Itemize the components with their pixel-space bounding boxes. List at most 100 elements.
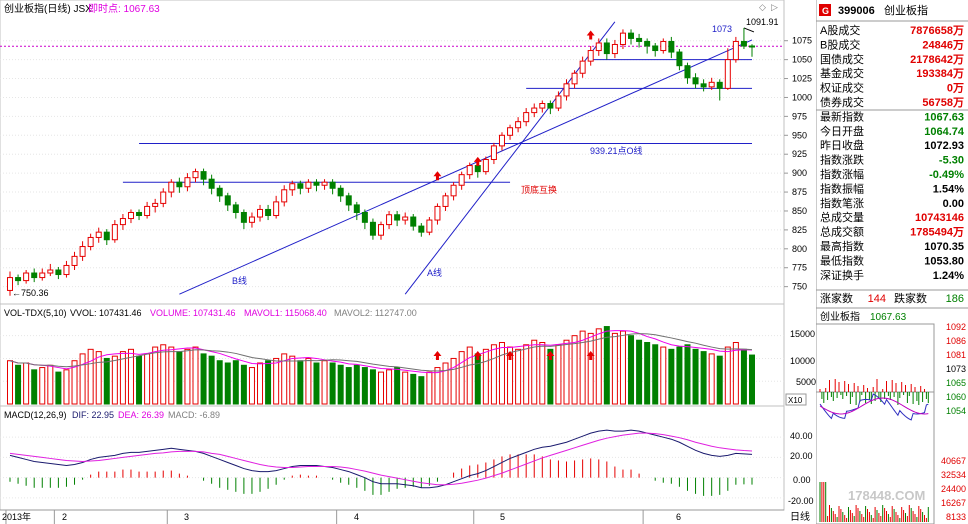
trend-lines	[122, 21, 755, 295]
mini-price: 1067.63	[870, 312, 907, 323]
volume-bar	[708, 353, 715, 405]
candle-body	[587, 50, 594, 62]
volume-bar	[450, 357, 457, 405]
volume-bar	[628, 335, 635, 405]
candle-body	[281, 189, 288, 203]
volume-bar	[660, 346, 667, 405]
volume-bar	[63, 369, 70, 405]
volume-bar	[144, 353, 151, 405]
price-tick-label: 1000	[792, 92, 812, 102]
volume-bar	[31, 369, 38, 405]
volume-bar	[119, 351, 126, 405]
x-label-5: 5	[500, 512, 505, 522]
sidebar-row-label: 基金成交	[820, 66, 864, 80]
candle-body	[160, 191, 167, 204]
volume-bar	[23, 362, 30, 405]
volume-bar	[297, 360, 304, 405]
macd-dif: DIF: 22.95	[72, 410, 114, 420]
sidebar-row-label: 最低指数	[820, 253, 864, 267]
mavol2-line	[9, 333, 753, 372]
volume-bar	[668, 348, 675, 405]
vol-name: VOL-TDX(5,10)	[4, 308, 67, 318]
sidebar-row-value: 7876658万	[910, 24, 964, 37]
volume-bar	[611, 332, 618, 405]
volume-bar	[289, 355, 296, 405]
volume-signal-arrow	[586, 351, 595, 360]
volume-bar	[563, 339, 570, 405]
volume-bar	[547, 348, 554, 405]
volume-bar	[168, 346, 175, 405]
rise-value: 144	[868, 293, 886, 305]
mini-index-line	[819, 393, 929, 421]
sidebar-row-label: 国债成交	[820, 52, 864, 66]
vol-mavol2: MAVOL2: 112747.00	[334, 308, 417, 318]
sidebar-row-label: 深证换手	[820, 268, 864, 282]
candle-body	[402, 216, 409, 221]
volume-bar	[571, 335, 578, 405]
sidebar-row-value: 1067.63	[924, 111, 964, 123]
volume-bar	[232, 360, 239, 405]
volume-bar	[160, 344, 167, 405]
mini-volume-tick: 24400	[941, 484, 966, 494]
candle-body	[442, 195, 449, 207]
macd-tick-40: 40.00	[790, 431, 813, 441]
sidebar-row-label: 权证成交	[820, 81, 864, 95]
mavol1-line	[9, 330, 753, 374]
candle-body	[305, 181, 312, 189]
volume-bar	[595, 328, 602, 405]
vol-unit-box	[785, 393, 807, 406]
volume-bar	[732, 342, 739, 405]
price-tick-label: 850	[792, 206, 807, 216]
volume-bar	[200, 353, 207, 405]
candle-body	[273, 201, 280, 217]
volume-bar	[458, 351, 465, 405]
volume-bar	[87, 348, 94, 405]
period-tab[interactable]: 日线	[790, 510, 810, 523]
settings-diamond-icon[interactable]: ◇	[759, 2, 766, 12]
candle-body	[208, 178, 215, 189]
candle-body	[482, 159, 489, 173]
scroll-right-icon[interactable]: ▷	[771, 2, 778, 12]
vol-volume: VOLUME: 107431.46	[150, 308, 236, 318]
b-trend-line	[179, 39, 753, 295]
code-badge-letter: G	[822, 6, 829, 16]
volume-signal-arrow	[473, 351, 482, 360]
sidebar-row-value: 2178642万	[910, 53, 964, 66]
volume-bar	[6, 360, 14, 405]
candle-body	[152, 202, 159, 207]
volume-bar	[466, 346, 473, 405]
volume-bar	[127, 348, 134, 405]
sidebar-row-value: 1053.80	[924, 255, 964, 267]
candle-body	[507, 127, 514, 136]
dea-line	[9, 432, 753, 486]
code-badge	[819, 4, 831, 16]
candle-body	[692, 77, 699, 85]
volume-bar	[700, 351, 707, 405]
volume-bar	[531, 339, 538, 405]
volume-bar	[386, 369, 393, 405]
candle-body	[595, 42, 602, 52]
volume-bar	[95, 351, 102, 405]
dif-line	[9, 429, 753, 489]
watermark: 178448.COM	[848, 488, 925, 503]
sidebar-row-label: 指数涨幅	[820, 167, 864, 181]
volume-bar	[240, 364, 247, 405]
candle-body	[216, 187, 223, 197]
intraday-mini-chart[interactable]: 1092 1086 1081 1073 1065 1060 1054 40667 32534 24…	[816, 322, 966, 524]
volume-bar	[442, 362, 449, 405]
volume-bar	[15, 364, 22, 405]
vol-tick-15000: 15000	[790, 329, 815, 339]
candle-body	[265, 208, 272, 217]
candle-body	[700, 83, 707, 88]
volume-bar	[434, 367, 441, 405]
volume-bar	[79, 353, 86, 405]
candle-body	[394, 214, 401, 221]
sidebar-row-value: 1072.93	[924, 140, 964, 152]
info-sidebar: G 399006 创业板指 A股成交 7876658万 B股成交 24846万国债成交…	[816, 0, 968, 524]
candle-body	[426, 219, 433, 233]
volume-bar	[216, 360, 223, 405]
price-axis: 750 775 800 825 850 875 900 925 950 975 1000 1025 10…	[784, 36, 812, 292]
candle-body	[257, 208, 264, 218]
mini-avg-line	[819, 397, 929, 415]
